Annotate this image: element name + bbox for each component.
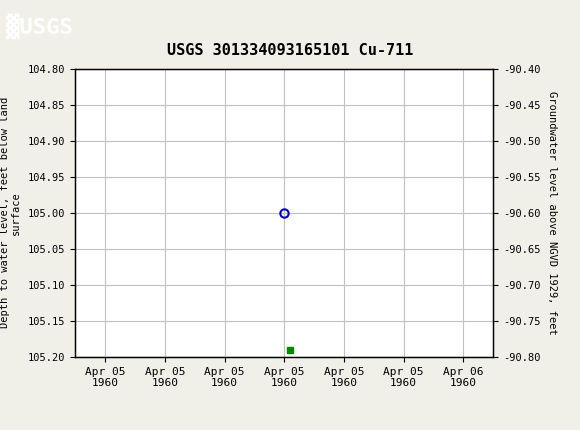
Text: USGS 301334093165101 Cu-711: USGS 301334093165101 Cu-711: [167, 43, 413, 58]
Y-axis label: Depth to water level, feet below land
surface: Depth to water level, feet below land su…: [0, 97, 21, 329]
Text: ▓USGS: ▓USGS: [6, 13, 72, 39]
Y-axis label: Groundwater level above NGVD 1929, feet: Groundwater level above NGVD 1929, feet: [547, 91, 557, 335]
